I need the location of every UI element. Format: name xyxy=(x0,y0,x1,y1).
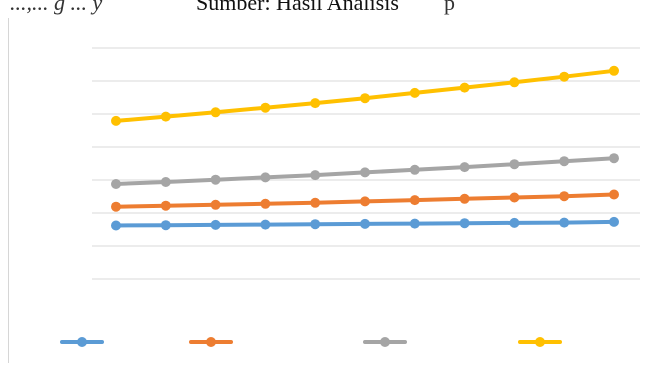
data-point-1-8 xyxy=(459,218,470,229)
legend-swatch-marker-4 xyxy=(535,337,545,347)
data-point-2-8 xyxy=(459,193,470,204)
data-point-2-1 xyxy=(111,201,121,212)
data-point-2-6 xyxy=(360,196,370,207)
data-point-1-9 xyxy=(509,217,520,228)
data-point-4-2 xyxy=(160,111,171,122)
data-point-3-7 xyxy=(409,164,420,175)
data-point-2-7 xyxy=(409,195,420,206)
data-point-4-3 xyxy=(210,107,221,118)
data-point-1-5 xyxy=(310,219,321,230)
data-point-4-8 xyxy=(459,82,470,93)
data-point-4-7 xyxy=(409,87,420,98)
data-point-4-6 xyxy=(360,93,370,104)
data-point-3-8 xyxy=(459,162,470,173)
data-point-2-3 xyxy=(210,199,221,210)
data-point-3-6 xyxy=(360,167,370,178)
series-points xyxy=(111,65,619,231)
data-point-2-11 xyxy=(609,189,619,200)
caption-fragment-left: ...,... g ... y xyxy=(10,0,103,15)
data-point-4-11 xyxy=(609,65,619,76)
data-point-1-6 xyxy=(360,218,370,229)
gridlines xyxy=(92,47,640,280)
legend-swatch-marker-3 xyxy=(380,337,390,347)
data-point-3-10 xyxy=(559,156,570,167)
data-point-2-5 xyxy=(310,197,321,208)
figure-caption: ...,... g ... y Sumber: Hasil Analisis p xyxy=(0,0,650,18)
data-point-4-10 xyxy=(559,71,570,82)
data-point-1-7 xyxy=(409,218,420,229)
legend xyxy=(60,337,562,347)
data-point-3-4 xyxy=(260,172,271,183)
data-point-1-2 xyxy=(160,220,171,231)
data-point-3-1 xyxy=(111,179,121,189)
data-point-2-2 xyxy=(160,200,171,211)
chart-frame-border xyxy=(8,18,9,363)
data-point-3-2 xyxy=(160,177,171,187)
legend-swatch-marker-2 xyxy=(206,337,216,347)
legend-swatch-marker-1 xyxy=(77,337,87,347)
data-point-4-9 xyxy=(509,77,520,88)
data-point-4-1 xyxy=(111,115,121,126)
data-point-2-10 xyxy=(559,191,570,202)
data-point-2-4 xyxy=(260,198,271,209)
data-point-3-9 xyxy=(509,159,520,170)
data-point-1-10 xyxy=(559,217,570,228)
data-point-1-4 xyxy=(260,219,271,230)
data-point-3-11 xyxy=(609,153,619,164)
data-point-4-4 xyxy=(260,102,271,113)
data-point-1-1 xyxy=(111,220,121,231)
data-point-1-11 xyxy=(609,216,619,227)
caption-fragment-right: p xyxy=(444,0,455,15)
data-point-1-3 xyxy=(210,219,221,230)
caption-source: Sumber: Hasil Analisis xyxy=(196,0,399,15)
data-point-2-9 xyxy=(509,192,520,203)
data-point-3-3 xyxy=(210,174,221,185)
data-point-3-5 xyxy=(310,170,321,181)
data-point-4-5 xyxy=(310,98,321,109)
